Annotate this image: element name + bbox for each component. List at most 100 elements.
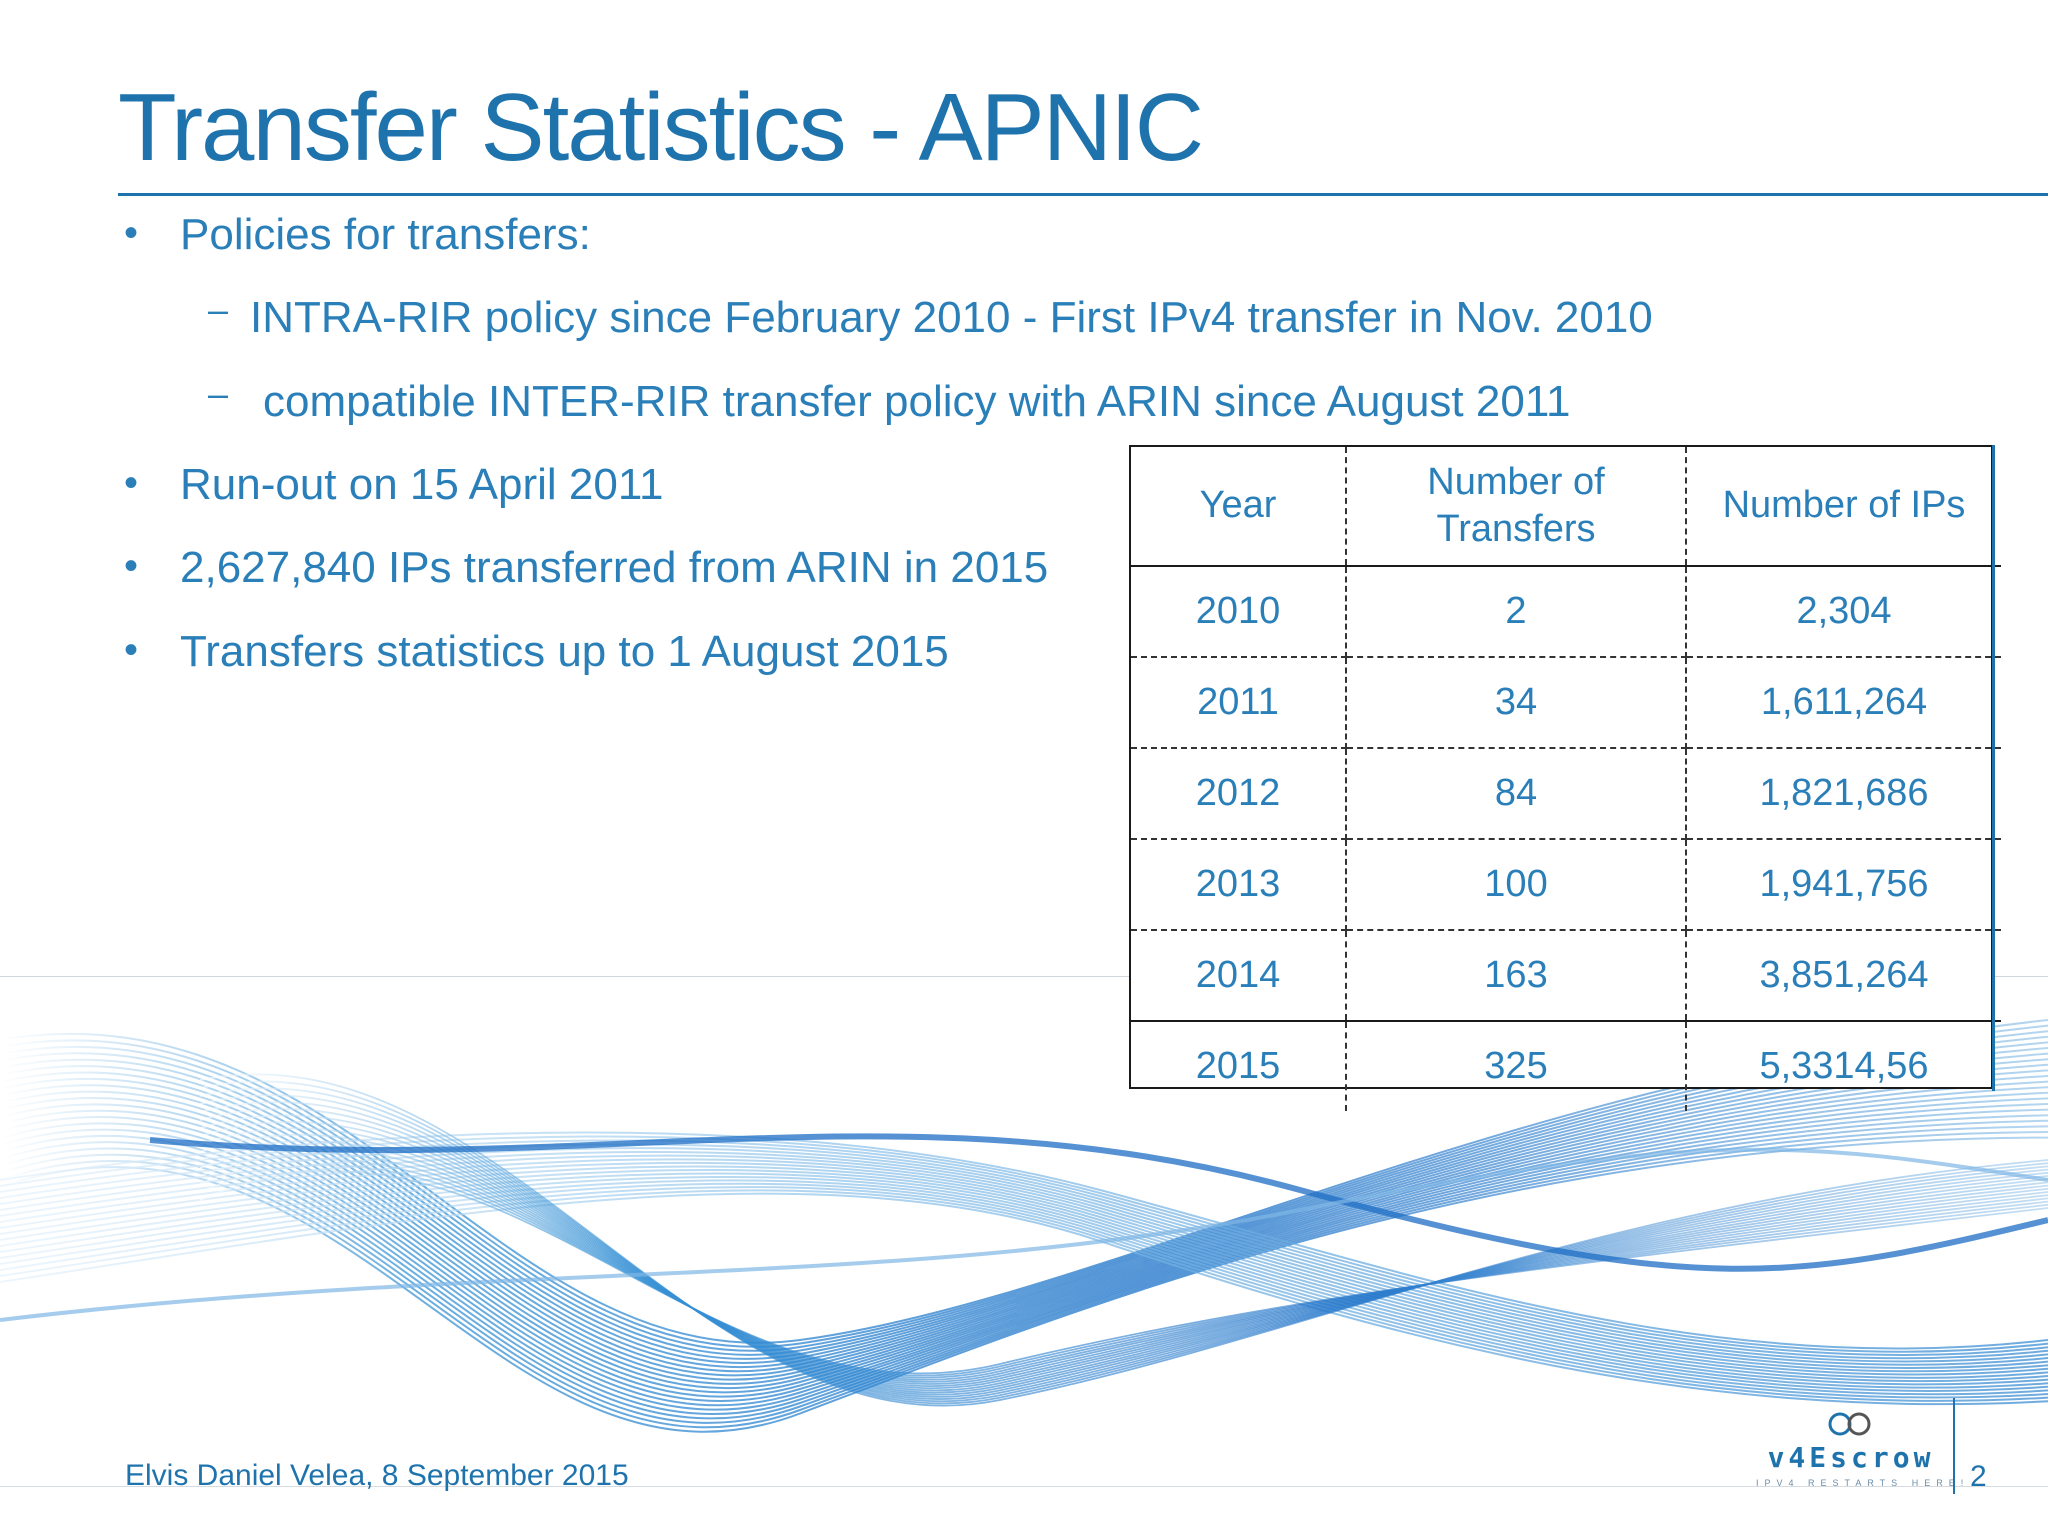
wave-line [0,1150,2048,1366]
cell-ips: 1,611,264 [1686,657,2001,749]
cell-ips: 3,851,264 [1686,930,2001,1022]
bullet-item: • Policies for transfers: [124,210,591,259]
wave-line [0,1047,2048,1364]
bullet-text: Transfers statistics up to 1 August 2015 [180,627,949,676]
cell-transfers: 100 [1346,839,1687,931]
subbullet-item: – INTRA-RIR policy since February 2010 -… [208,292,1653,342]
wave-line [0,1086,2048,1394]
bullet-text: Policies for transfers: [180,210,591,259]
cell-transfers: 2 [1346,566,1687,658]
table-row: 2010 2 2,304 [1131,566,2001,658]
table-row: 2011 34 1,611,264 [1131,657,2001,749]
wave-line [199,1140,2048,1385]
cell-transfers: 34 [1346,657,1687,749]
footer-rule [0,1486,2048,1487]
logo-wordmark: v4Escrow [1767,1441,1935,1474]
wave-line [0,1136,2048,1433]
wave-line [0,1131,2048,1429]
wave-line [0,1030,2048,1352]
cell-ips: 1,821,686 [1686,748,2001,840]
page-title: Transfer Statistics - APNIC [118,74,1204,181]
wave-line [0,1125,2048,1424]
wave-line [149,1133,2048,1272]
cell-year: 2013 [1131,839,1347,931]
header-transfers-line1: Number of [1427,460,1605,503]
transfer-table: Year Number of Transfers Number of IPs 2… [1129,445,2001,1111]
wave-line [0,1161,2048,1376]
bullet-dot-icon: • [124,544,139,588]
dash-icon: – [208,373,229,414]
bullet-text: 2,627,840 IPs transferred from ARIN in 2… [180,543,1049,592]
bullet-item: • Run-out on 15 April 2011 [124,463,664,507]
bullet-dot-icon: • [124,628,139,672]
table-row: 2015 325 5,3314,56 [1131,1020,2001,1111]
table-row: 2012 84 1,821,686 [1131,748,2001,840]
wave-line [0,1169,2048,1383]
subbullet-item: – compatible INTER-RIR transfer policy w… [208,376,1571,426]
header-year: Year [1131,447,1347,567]
wave-line [199,1146,2048,1383]
cell-transfers: 163 [1346,930,1687,1022]
infinity-logo-icon [1828,1412,1871,1436]
wave-line [199,1133,2048,1387]
wave-line [0,1182,2048,1396]
wave-line [199,1164,2048,1377]
header-transfers-line2: Transfers [1436,508,1596,550]
wave-line [199,1121,2048,1392]
subbullet-text: compatible INTER-RIR transfer policy wit… [263,377,1571,426]
bullet-dot-icon: • [124,211,139,255]
table-row: 2014 163 3,851,264 [1131,930,2001,1022]
table-row: 2013 100 1,941,756 [1131,839,2001,931]
bullet-item: • 2,627,840 IPs transferred from ARIN in… [124,543,1049,592]
wave-line [199,1152,2048,1381]
wave-line [199,1170,2048,1375]
wave-line [199,1127,2048,1389]
cell-ips: 2,304 [1686,566,2001,658]
wave-line [0,1172,2048,1386]
bullet-dot-icon: • [124,461,139,505]
logo-tagline: IPV4 RESTARTS HERE! [1756,1478,1970,1488]
wave-line [199,1101,2048,1398]
wave-line [199,1073,2048,1407]
wave-line [0,1143,2048,1360]
wave-line [0,1179,2048,1392]
cell-transfers: 325 [1346,1020,1687,1111]
cell-year: 2012 [1131,748,1347,840]
cell-year: 2010 [1131,566,1347,658]
wave-line [0,1154,2048,1369]
cell-ips: 1,941,756 [1686,839,2001,931]
wave-line [0,1131,2048,1350]
header-transfers: Number of Transfers [1346,447,1687,567]
wave-line [0,1035,2048,1356]
table-header-row: Year Number of Transfers Number of IPs [1131,447,2001,567]
background-rule [0,976,2048,977]
wave-line [0,1189,2048,1402]
wave-line [199,1094,2048,1400]
header-ips: Number of IPs [1686,447,2001,567]
cell-year: 2015 [1131,1020,1347,1111]
wave-line [0,1158,2048,1373]
wave-line [0,1091,2048,1398]
wave-line [0,1147,2048,1322]
footer-author-date: Elvis Daniel Velea, 8 September 2015 [125,1459,629,1492]
title-underline [118,193,2048,196]
wave-line [0,1147,2048,1363]
wave-line [0,1186,2048,1399]
bullet-item: • Transfers statistics up to 1 August 20… [124,627,949,676]
subbullet-text: INTRA-RIR policy since February 2010 - F… [250,293,1653,342]
wave-line [0,1103,2048,1407]
wave-line [199,1107,2048,1396]
dash-icon: – [208,289,229,330]
background-waves [0,1019,2048,1433]
wave-line [0,1175,2048,1389]
wave-line [0,1165,2048,1379]
wave-line [0,1041,2048,1360]
wave-line [0,1135,2048,1353]
cell-year: 2014 [1131,930,1347,1022]
wave-line [0,1119,2048,1420]
wave-line [199,1158,2048,1379]
wave-line [0,1097,2048,1402]
cell-year: 2011 [1131,657,1347,749]
v4escrow-logo: v4Escrow IPV4 RESTARTS HERE! [1756,1410,1970,1510]
